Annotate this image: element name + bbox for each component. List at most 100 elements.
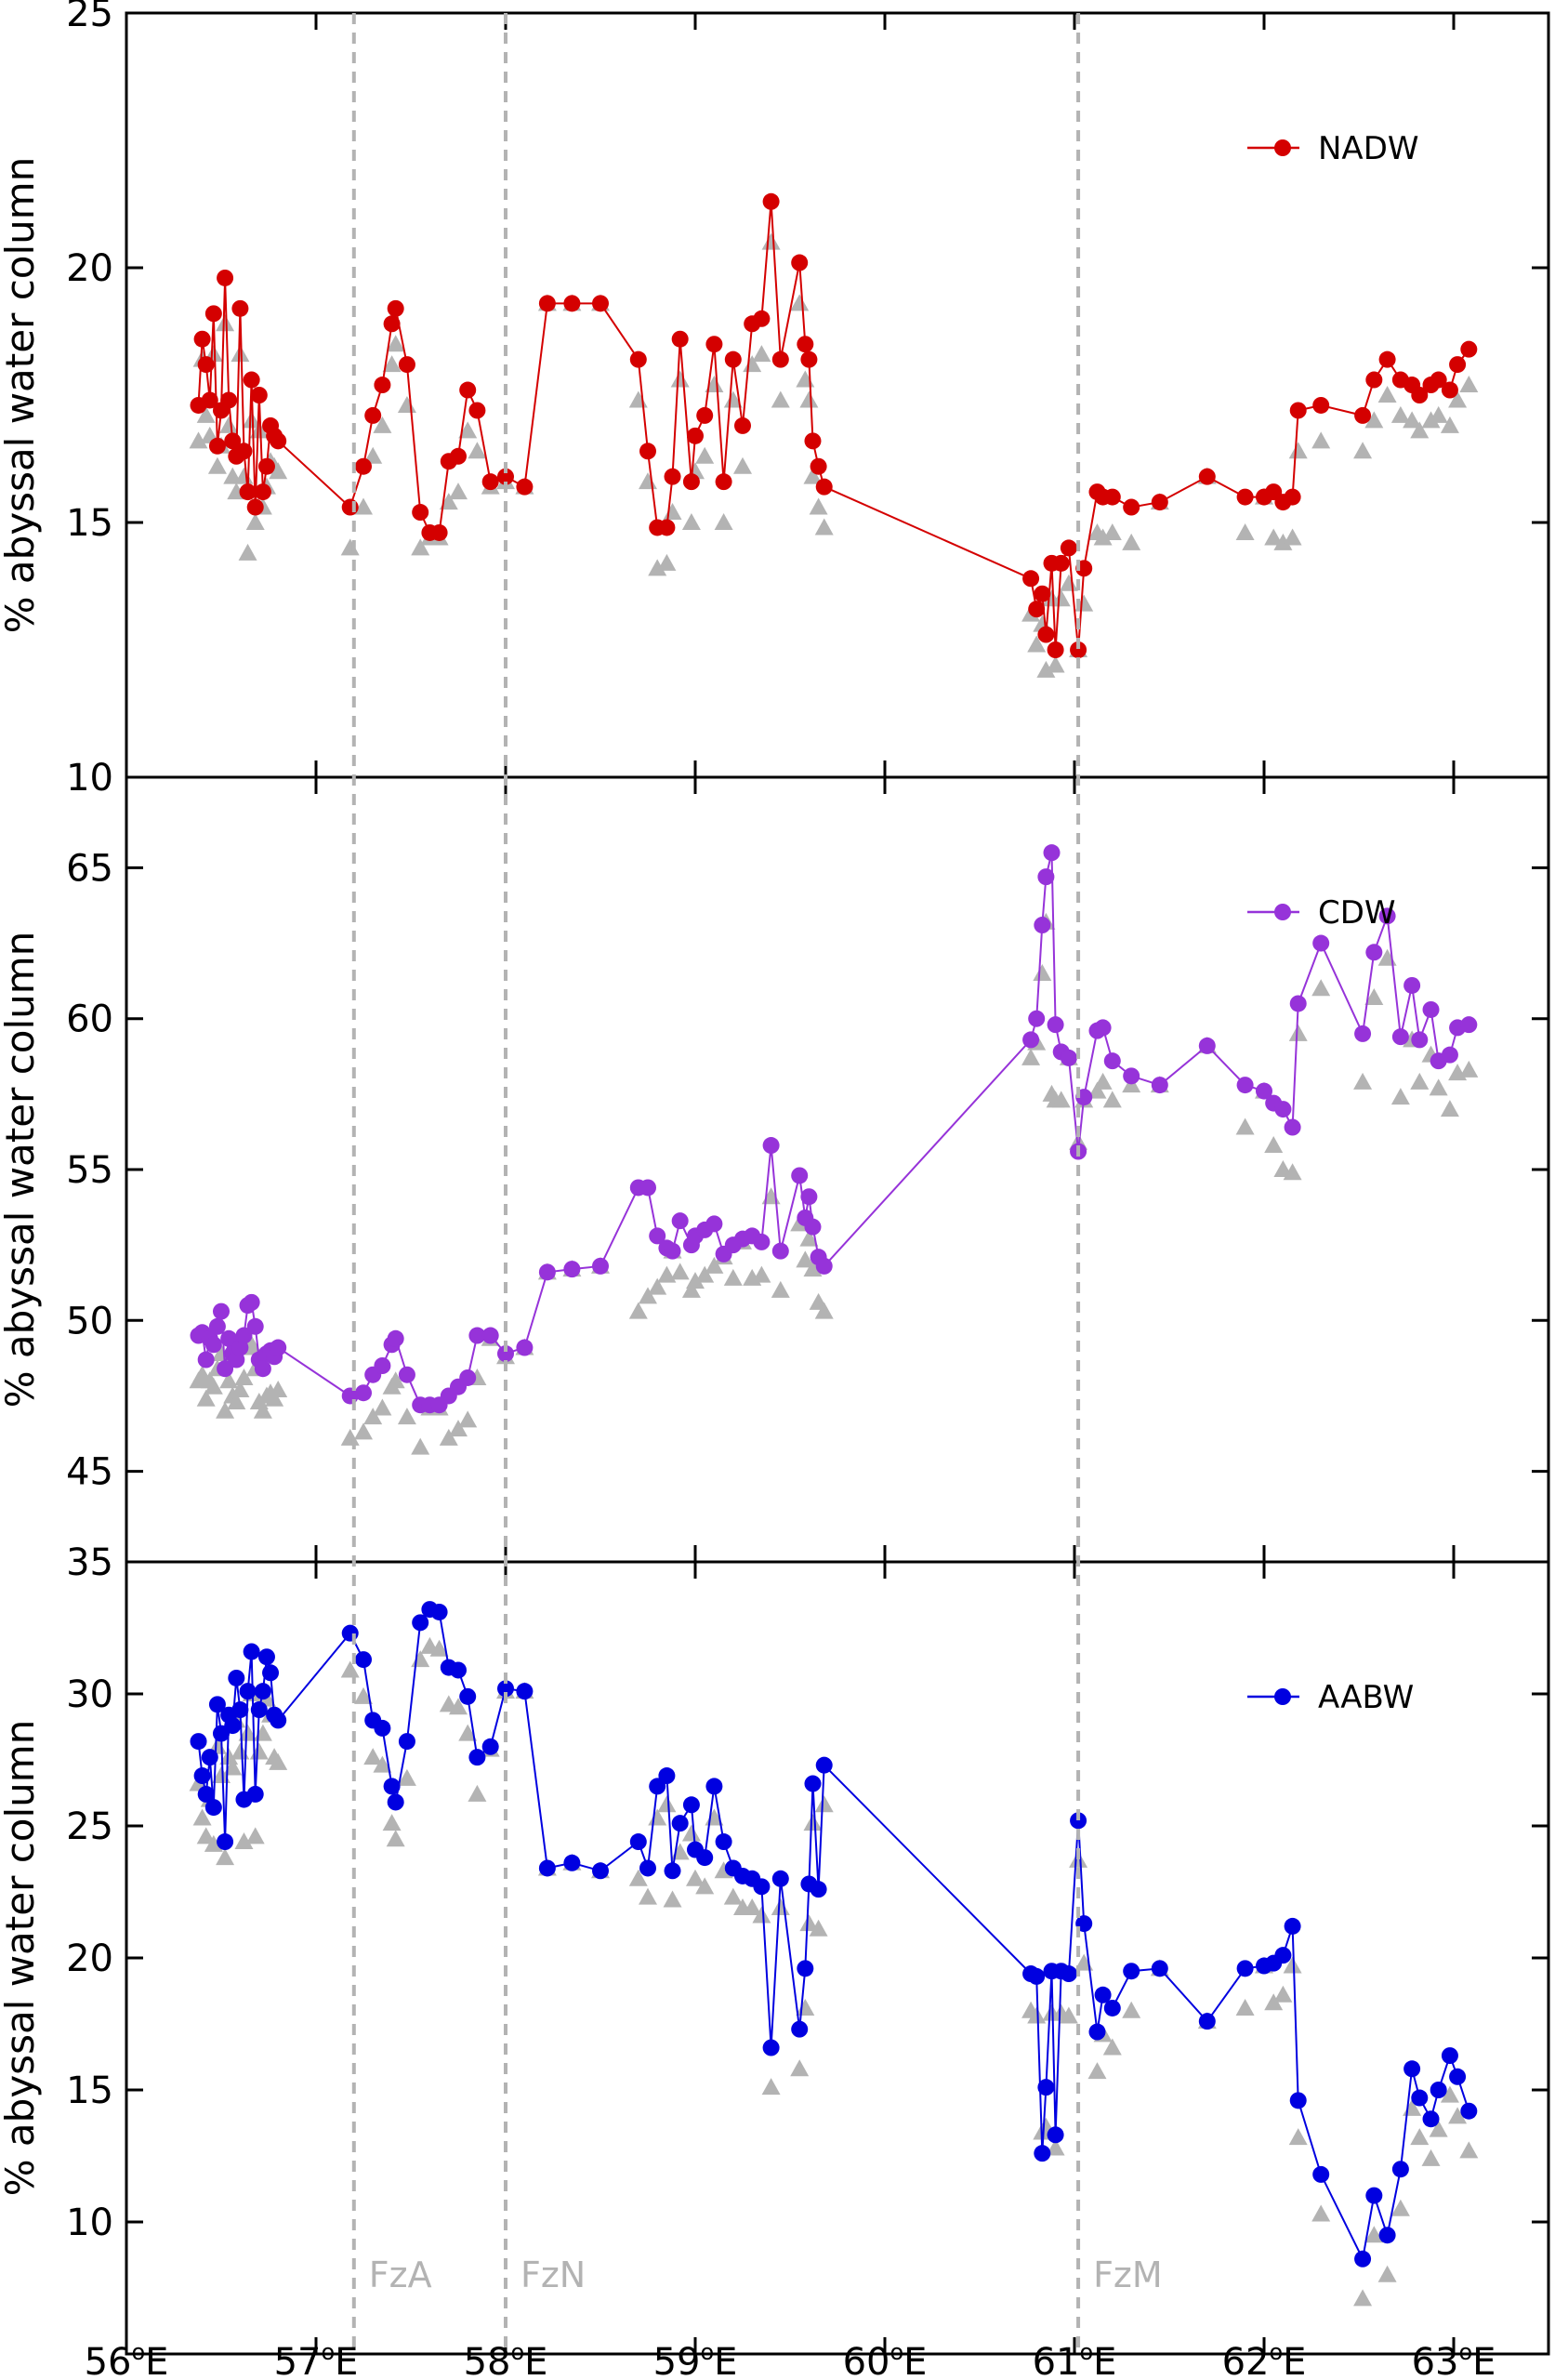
cdw-secondary-marker xyxy=(439,1428,458,1446)
cdw-secondary-marker xyxy=(1235,1117,1255,1135)
cdw-secondary-marker xyxy=(1390,1088,1410,1105)
aabw-secondary-marker xyxy=(468,1784,487,1802)
cdw-secondary-marker xyxy=(1410,1072,1430,1090)
nadw-data-point xyxy=(468,402,486,419)
aabw-data-layer xyxy=(189,1601,1479,2307)
nadw-data-point xyxy=(220,391,238,409)
nadw-data-point xyxy=(1151,494,1168,511)
aabw-data-point xyxy=(1123,1963,1140,1980)
aabw-data-point xyxy=(257,1648,275,1666)
nadw-data-point xyxy=(412,504,429,522)
cdw-data-point xyxy=(705,1215,723,1233)
nadw-legend: NADW xyxy=(1247,130,1419,167)
aabw-secondary-marker xyxy=(449,1698,468,1715)
cdw-secondary-marker xyxy=(1364,987,1384,1005)
aabw-secondary-marker xyxy=(743,1898,762,1916)
nadw-secondary-marker xyxy=(639,472,657,490)
nadw-secondary-marker xyxy=(1311,431,1331,449)
fracture-zone-label: FzM xyxy=(1093,2254,1163,2295)
nadw-data-point xyxy=(257,457,275,475)
nadw-secondary-marker xyxy=(231,345,250,363)
x-tick-label: 61oE xyxy=(1033,2339,1117,2380)
nadw-secondary-marker xyxy=(354,497,373,515)
nadw-data-point xyxy=(1449,356,1467,374)
aabw-data-point xyxy=(355,1651,372,1669)
cdw-data-point xyxy=(538,1263,556,1281)
cdw-secondary-marker xyxy=(1087,1081,1107,1099)
nadw-data-point xyxy=(1411,387,1429,403)
nadw-data-point xyxy=(664,468,681,485)
aabw-secondary-marker xyxy=(1283,1956,1302,1974)
cdw-data-point xyxy=(459,1368,477,1386)
cdw-secondary-marker xyxy=(695,1265,715,1283)
nadw-data-point xyxy=(516,478,534,496)
nadw-secondary-marker xyxy=(752,345,771,363)
aabw-secondary-marker xyxy=(1027,2006,1047,2024)
nadw-data-point xyxy=(1052,554,1070,572)
nadw-data-point xyxy=(1378,350,1396,368)
aabw-data-point xyxy=(1460,2102,1478,2120)
aabw-secondary-marker xyxy=(204,1834,223,1852)
cdw-secondary-marker xyxy=(705,1256,724,1274)
nadw-data-point xyxy=(398,356,415,374)
cdw-data-point xyxy=(1403,976,1421,994)
nadw-secondary-marker xyxy=(216,314,235,332)
nadw-secondary-marker xyxy=(1102,522,1122,540)
cdw-secondary-marker xyxy=(1429,1078,1448,1096)
nadw-data-point xyxy=(1037,626,1055,643)
cdw-data-point xyxy=(1236,1077,1254,1094)
nadw-secondary-marker xyxy=(1429,405,1448,423)
nadw-secondary-marker xyxy=(733,456,752,474)
nadw-secondary-marker xyxy=(219,416,239,433)
cdw-secondary-marker xyxy=(799,1229,819,1247)
aabw-secondary-marker xyxy=(238,1724,257,1741)
aabw-secondary-marker xyxy=(799,1914,819,1932)
nadw-data-point xyxy=(481,473,499,491)
nadw-secondary-marker xyxy=(1093,528,1113,546)
nadw-secondary-marker xyxy=(1448,390,1468,408)
nadw-data-point xyxy=(753,310,771,327)
nadw-data-point xyxy=(658,519,676,536)
cdw-data-point xyxy=(1256,1082,1272,1100)
nadw-data-point xyxy=(592,295,609,312)
nadw-secondary-marker xyxy=(705,376,724,393)
nadw-secondary-marker xyxy=(761,232,781,250)
nadw-secondary-marker xyxy=(189,431,208,449)
nadw-secondary-marker xyxy=(411,538,430,556)
nadw-data-point xyxy=(1198,468,1216,485)
nadw-secondary-marker xyxy=(1264,528,1284,546)
nadw-data-point xyxy=(246,498,264,516)
aabw-data-point xyxy=(516,1683,534,1700)
aabw-data-point xyxy=(705,1778,723,1795)
nadw-data-point xyxy=(1365,371,1383,389)
aabw-data-point xyxy=(190,1733,207,1751)
aabw-data-point xyxy=(753,1878,771,1896)
aabw-data-point xyxy=(664,1862,681,1880)
cdw-data-point xyxy=(220,1329,238,1347)
nadw-secondary-marker xyxy=(363,446,383,464)
aabw-y-tick-label: 15 xyxy=(66,2069,113,2112)
nadw-secondary-marker xyxy=(1283,528,1302,546)
aabw-data-point xyxy=(398,1733,415,1751)
aabw-secondary-marker xyxy=(212,1766,231,1784)
nadw-data-point xyxy=(687,427,704,444)
aabw-data-point xyxy=(254,1683,271,1700)
cdw-secondary-marker xyxy=(196,1389,216,1407)
aabw-secondary-marker xyxy=(429,1639,449,1657)
cdw-secondary-marker xyxy=(386,1371,405,1389)
nadw-secondary-marker xyxy=(1051,589,1071,607)
cdw-secondary-marker xyxy=(231,1380,250,1397)
aabw-data-point xyxy=(629,1833,647,1851)
cdw-data-point xyxy=(1037,868,1055,886)
aabw-data-point xyxy=(246,1785,264,1803)
nadw-data-point xyxy=(1236,488,1254,506)
nadw-data-point xyxy=(815,478,833,496)
panel-aabw: 10 15 20 25 30 35 % abyssal water column AABW xyxy=(0,1541,1550,2356)
aabw-series-line xyxy=(197,1607,1470,2262)
aabw-data-point xyxy=(1365,2187,1383,2204)
x-tick-label: 58oE xyxy=(464,2339,548,2380)
cdw-data-point xyxy=(1034,917,1051,934)
cdw-data-point xyxy=(649,1227,666,1245)
nadw-data-point xyxy=(1028,601,1046,618)
aabw-data-point xyxy=(771,1870,789,1887)
